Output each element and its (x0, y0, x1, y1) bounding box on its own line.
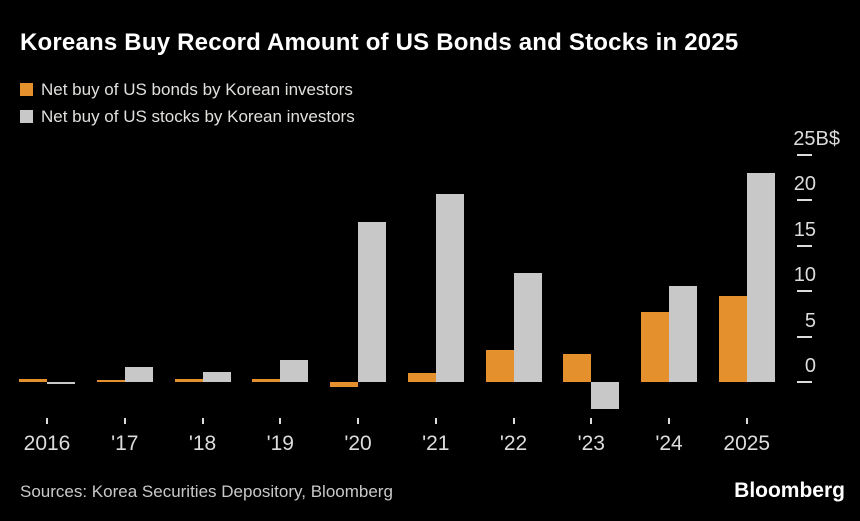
stocks-bar-2025 (746, 172, 775, 382)
legend-item-bonds: Net buy of US bonds by Korean investors (20, 76, 355, 103)
x-label-2016: 2016 (23, 432, 71, 455)
x-label-2025: 2025 (723, 432, 771, 455)
x-tick-21 (434, 418, 437, 424)
stocks-swatch-icon (20, 110, 33, 123)
legend-label-bonds: Net buy of US bonds by Korean investors (41, 79, 353, 99)
stocks-bar-23 (591, 382, 620, 410)
y-tick-5 (797, 335, 812, 338)
x-tick-23 (590, 418, 593, 424)
y-label-20: 20 (793, 173, 816, 195)
stocks-bar-19 (280, 360, 309, 382)
stocks-bar-21 (435, 193, 464, 382)
y-label-0: 0 (804, 355, 816, 377)
bonds-bar-24 (641, 311, 669, 382)
stocks-bar-18 (202, 371, 231, 382)
x-tick-19 (279, 418, 282, 424)
bonds-bar-19 (252, 379, 281, 382)
x-tick-2016 (46, 418, 48, 424)
x-tick-24 (668, 418, 670, 424)
y-tick-25 (797, 153, 812, 156)
bonds-bar-17 (96, 380, 125, 382)
x-tick-17 (123, 418, 126, 424)
bonds-bar-2025 (718, 295, 747, 382)
stocks-bar-22 (513, 272, 542, 382)
bonds-bar-22 (485, 350, 514, 382)
sources-note: Sources: Korea Securities Depository, Bl… (20, 482, 393, 501)
chart-title: Koreans Buy Record Amount of US Bonds an… (20, 29, 739, 56)
stocks-bar-20 (358, 221, 386, 382)
x-label-19: '19 (266, 432, 294, 455)
stocks-bar-24 (669, 286, 697, 382)
x-label-22: '22 (499, 432, 528, 455)
x-tick-20 (357, 418, 359, 424)
x-label-21: '21 (422, 432, 450, 455)
bonds-bar-18 (174, 379, 203, 382)
bonds-bar-20 (330, 382, 358, 388)
y-label-25: 25B$ (793, 127, 840, 150)
y-tick-15 (797, 244, 812, 247)
y-label-10: 10 (793, 264, 816, 286)
legend-label-stocks: Net buy of US stocks by Korean investors (41, 106, 355, 126)
bonds-bar-2016 (19, 379, 47, 382)
y-tick-20 (797, 199, 812, 201)
x-label-20: '20 (344, 432, 372, 455)
x-label-23: '23 (577, 432, 605, 455)
x-label-18: '18 (188, 432, 217, 455)
y-tick-10 (797, 290, 812, 292)
legend: Net buy of US bonds by Korean investors … (20, 76, 355, 130)
bonds-swatch-icon (20, 83, 33, 96)
x-tick-22 (512, 418, 515, 424)
stocks-bar-17 (124, 367, 153, 382)
y-tick-0 (797, 381, 812, 383)
bonds-bar-23 (563, 353, 592, 382)
x-label-17: '17 (111, 432, 139, 455)
x-tick-2025 (745, 418, 748, 424)
x-label-24: '24 (655, 432, 683, 455)
y-label-5: 5 (804, 309, 816, 332)
y-label-15: 15 (793, 218, 816, 241)
stocks-bar-2016 (47, 382, 75, 384)
bonds-bar-21 (407, 372, 436, 382)
x-tick-18 (201, 418, 204, 424)
legend-item-stocks: Net buy of US stocks by Korean investors (20, 103, 355, 130)
bloomberg-logo: Bloomberg (734, 479, 845, 502)
